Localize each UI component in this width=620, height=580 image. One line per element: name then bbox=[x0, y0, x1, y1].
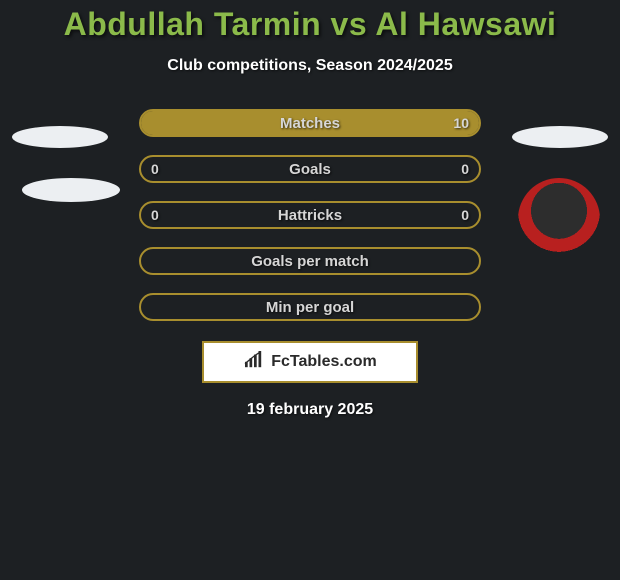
stat-row: 0 Goals 0 bbox=[139, 155, 481, 183]
player2-badge-top bbox=[512, 126, 608, 148]
stat-value-right: 0 bbox=[461, 161, 469, 177]
branding-text: FcTables.com bbox=[271, 353, 377, 371]
date-text: 19 february 2025 bbox=[0, 401, 620, 419]
player1-badge-top bbox=[12, 126, 108, 148]
branding-box: FcTables.com bbox=[202, 341, 418, 383]
stat-label: Min per goal bbox=[266, 299, 354, 316]
stat-row: Matches 10 bbox=[139, 109, 481, 137]
stat-row: Min per goal bbox=[139, 293, 481, 321]
stat-value-left: 0 bbox=[151, 161, 159, 177]
stat-label: Goals per match bbox=[251, 253, 369, 270]
stat-value-right: 10 bbox=[453, 115, 469, 131]
stat-value-right: 0 bbox=[461, 207, 469, 223]
stat-label: Hattricks bbox=[278, 207, 342, 224]
stat-value-left: 0 bbox=[151, 207, 159, 223]
stat-label: Matches bbox=[280, 115, 340, 132]
comparison-card: Abdullah Tarmin vs Al Hawsawi Club compe… bbox=[0, 0, 620, 419]
stat-row: 0 Hattricks 0 bbox=[139, 201, 481, 229]
chart-icon bbox=[243, 351, 265, 374]
player2-club-logo bbox=[518, 178, 600, 260]
stat-label: Goals bbox=[289, 161, 331, 178]
player1-badge-bottom bbox=[22, 178, 120, 202]
subtitle: Club competitions, Season 2024/2025 bbox=[0, 57, 620, 75]
stat-row: Goals per match bbox=[139, 247, 481, 275]
page-title: Abdullah Tarmin vs Al Hawsawi bbox=[0, 6, 620, 43]
